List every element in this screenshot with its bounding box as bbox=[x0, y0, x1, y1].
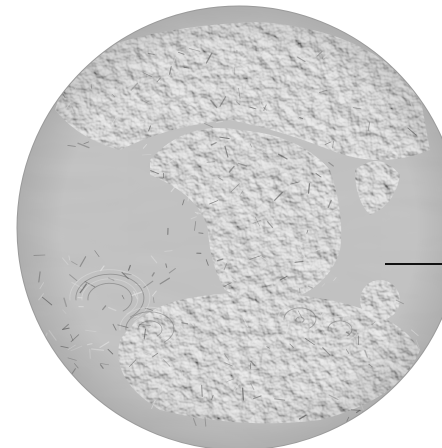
relief-ridge bbox=[406, 373, 412, 381]
relief-ridge bbox=[384, 404, 392, 409]
relief-ridge bbox=[386, 41, 390, 49]
relief-ridge bbox=[91, 54, 95, 58]
relief-ridge bbox=[48, 359, 56, 366]
relief-ridge bbox=[386, 415, 388, 421]
relief-ridge bbox=[396, 384, 403, 391]
globe-surface bbox=[17, 6, 442, 448]
globe-outline bbox=[16, 5, 442, 448]
relief-ridge bbox=[33, 360, 41, 368]
relief-ridge bbox=[40, 344, 47, 347]
relief-ridge bbox=[95, 49, 98, 56]
